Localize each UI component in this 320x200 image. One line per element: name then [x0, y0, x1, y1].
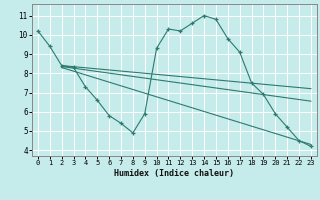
- X-axis label: Humidex (Indice chaleur): Humidex (Indice chaleur): [115, 169, 234, 178]
